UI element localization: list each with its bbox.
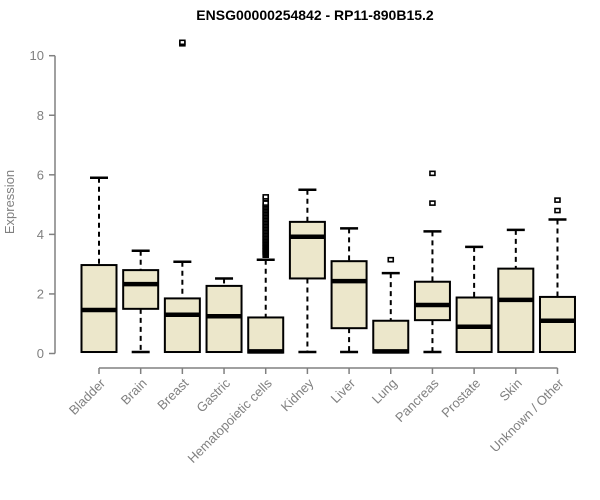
box-gastric [205, 277, 243, 354]
outlier-point [429, 170, 436, 177]
x-tick-label: Unknown / Other [487, 375, 567, 455]
y-tick-label: 10 [30, 48, 44, 63]
outlier-point [554, 207, 561, 214]
iqr-box [163, 297, 201, 354]
box-hematopoietic-cells [247, 194, 285, 354]
x-tick-label: Bladder [66, 375, 109, 418]
iqr-box [288, 220, 326, 280]
iqr-box [122, 269, 160, 310]
box-liver [330, 227, 368, 354]
outlier-point [387, 256, 395, 263]
iqr-box [413, 280, 451, 322]
iqr-box [247, 316, 285, 354]
box-kidney [288, 188, 326, 354]
iqr-box [330, 260, 368, 330]
y-axis-title: Expression [2, 170, 17, 234]
x-tick-label: Lung [369, 376, 400, 407]
box-breast [163, 39, 201, 354]
iqr-box [497, 267, 535, 354]
x-tick-label: Brain [118, 376, 150, 408]
y-axis: 0 2 4 6 8 10 Expression [2, 48, 56, 361]
box-bladder [80, 176, 118, 354]
x-tick-label: Kidney [278, 375, 317, 414]
chart-title: ENSG00000254842 - RP11-890B15.2 [196, 7, 434, 23]
x-tick-label: Skin [496, 376, 524, 404]
x-tick-label: Gastric [193, 375, 233, 415]
y-tick-label: 2 [37, 286, 44, 301]
outlier-point [429, 200, 436, 206]
x-tick-label: Liver [328, 375, 359, 406]
box-brain [122, 249, 160, 354]
outlier-point [262, 194, 270, 200]
box-pancreas [413, 170, 451, 354]
box-prostate [455, 245, 493, 354]
iqr-box [372, 319, 410, 354]
x-tick-label: Prostate [438, 376, 483, 421]
y-tick-label: 0 [37, 346, 44, 361]
box-lung [372, 256, 410, 354]
outlier-point [262, 200, 270, 206]
y-tick-label: 6 [37, 167, 44, 182]
box-skin [497, 228, 535, 354]
box-unknown-other [538, 197, 576, 354]
iqr-box [205, 284, 243, 354]
x-tick-label: Pancreas [392, 375, 442, 425]
outlier-point [554, 197, 561, 203]
outlier-point [179, 39, 186, 46]
y-tick-label: 4 [37, 227, 44, 242]
y-tick-label: 8 [37, 108, 44, 123]
iqr-box [538, 295, 576, 354]
x-tick-label: Breast [154, 375, 191, 412]
